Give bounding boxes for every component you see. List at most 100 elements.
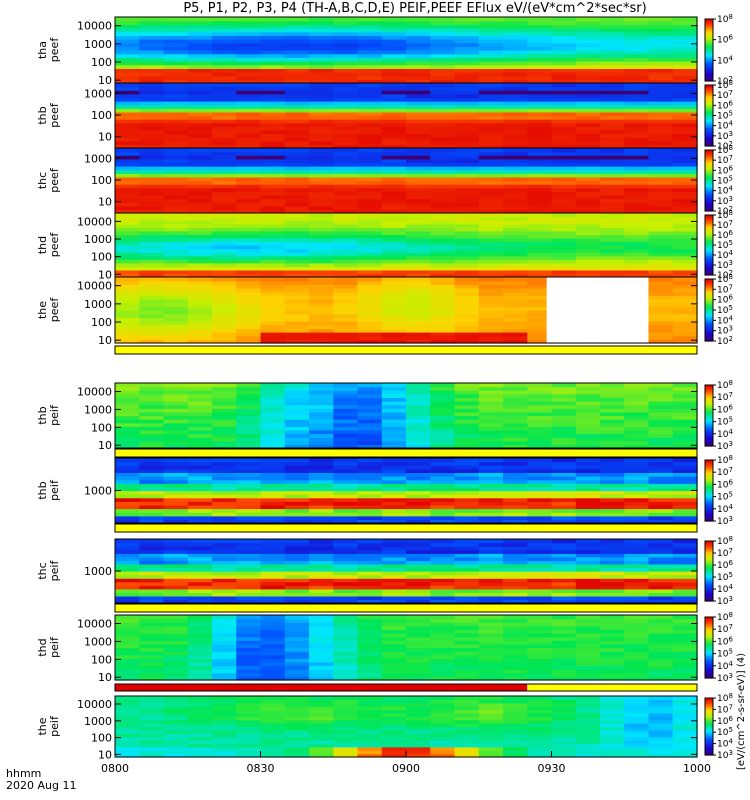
- the-peif-cell: [187, 746, 213, 751]
- the-peif-cell: [381, 743, 407, 748]
- thc-peif-cell: [648, 553, 674, 558]
- thd-peif-ytick-label: 10: [98, 671, 112, 684]
- thb-peef-cell: [648, 83, 674, 88]
- thb-peef-cell: [672, 122, 698, 127]
- thc-peif-cell: [163, 542, 189, 547]
- thb-peef-cell: [357, 119, 383, 124]
- thb-peif-2-cell: [430, 494, 456, 499]
- thb-peef-cell: [600, 104, 625, 109]
- tha-peef-cell: [381, 72, 407, 77]
- thc-peef-cell: [357, 205, 383, 210]
- the-peif-cell: [284, 712, 310, 717]
- thd-peef-cell: [309, 227, 334, 232]
- tha-peef-cell: [357, 72, 383, 77]
- the-peif-cell: [309, 702, 334, 707]
- thd-peef-cell: [672, 237, 698, 243]
- thc-peef-cell: [357, 198, 383, 203]
- thb-peif-2-cell: [163, 515, 189, 520]
- thb-peif-cell: [187, 419, 213, 424]
- tha-peef-cell: [478, 39, 504, 44]
- tha-peef-cell: [333, 42, 359, 47]
- the-peif-cell: [454, 716, 480, 721]
- thc-peef-cell: [333, 180, 359, 185]
- thb-peef-colorbar-cell: [705, 101, 713, 104]
- thb-peef-cell: [624, 90, 650, 95]
- thd-peef-cell: [648, 262, 674, 267]
- the-peef-cell: [212, 295, 237, 300]
- thd-peif-cell: [260, 629, 286, 634]
- thb-peif-2-cell: [454, 519, 480, 524]
- thc-peef-cell: [381, 205, 407, 210]
- thd-peif-cell: [236, 633, 262, 638]
- thd-peef-cell: [333, 241, 359, 246]
- thc-peif-cell: [381, 539, 407, 544]
- thb-peef-cell: [430, 111, 456, 117]
- thb-peif-2-cell: [357, 468, 383, 473]
- the-peef-cell: [672, 302, 698, 307]
- thd-peif-cell: [478, 654, 504, 659]
- thd-peef-cell: [284, 237, 310, 243]
- the-peif-cell: [648, 753, 674, 758]
- thc-peif-cell: [333, 539, 359, 544]
- the-peif-cell: [454, 696, 480, 700]
- tha-peef-cell: [260, 24, 286, 29]
- tha-peef-colorbar-cell: [705, 72, 713, 76]
- thb-peif-cell: [672, 386, 698, 391]
- thb-peif-2-colorbar-cell: [705, 506, 713, 510]
- thb-peef-cell: [406, 119, 431, 124]
- the-peef-cell: [503, 284, 528, 289]
- thb-peif-colorbar-tick-label: 108: [717, 379, 733, 391]
- thd-peef-cell: [406, 216, 431, 221]
- thb-peif-2-cell: [333, 479, 359, 484]
- the-peef-cell: [478, 284, 504, 289]
- the-peef-cell: [527, 295, 553, 300]
- thb-peif-2-cell: [454, 483, 480, 488]
- thb-peef-cell: [454, 119, 480, 124]
- thb-peef-cell: [430, 140, 456, 145]
- thd-peif-cell: [357, 658, 383, 663]
- thb-peef-cell: [381, 133, 407, 138]
- thb-peif-cell: [187, 390, 213, 395]
- x-tick-label: 0830: [247, 762, 275, 775]
- thd-peef-cell: [163, 262, 189, 267]
- tha-peef-cell: [139, 17, 165, 22]
- thb-peif-2-cell: [478, 519, 504, 524]
- thb-peif-cell: [333, 404, 359, 409]
- thc-peif-cell: [139, 592, 165, 597]
- thb-peif-2-cell: [503, 479, 528, 484]
- thc-peif-cell: [527, 585, 553, 590]
- the-peef-cell: [454, 310, 480, 315]
- thd-peef-cell: [260, 248, 286, 253]
- thb-peif-2-cell: [648, 508, 674, 513]
- thd-peef-cell: [624, 259, 650, 264]
- thd-peif-colorbar-cell: [705, 651, 713, 655]
- thb-peif-2-cell: [503, 476, 528, 481]
- thb-peif-2-cell: [187, 504, 213, 510]
- the-peif-ytick-label: 10: [98, 748, 112, 761]
- thc-peif-colorbar-cell: [705, 565, 713, 568]
- the-peef-cell: [163, 299, 189, 304]
- thb-peif-cell: [527, 433, 553, 438]
- thc-peef-cell: [624, 173, 650, 178]
- the-peif-cell: [309, 736, 334, 741]
- thd-peef-cell: [381, 237, 407, 243]
- the-peif-cell: [551, 696, 577, 700]
- tha-peef-cell: [115, 61, 140, 66]
- thd-peif-cell: [648, 676, 674, 681]
- thd-peef-cell: [163, 259, 189, 264]
- thd-peef-cell: [309, 216, 334, 221]
- the-peif-cell: [672, 753, 698, 758]
- thd-peif-cell: [333, 669, 359, 674]
- thd-peif-cell: [527, 669, 553, 674]
- the-peif-cell: [381, 740, 407, 745]
- thb-peif-2-cell: [648, 476, 674, 481]
- thc-peif-cell: [260, 574, 286, 579]
- thc-peif-cell: [357, 546, 383, 551]
- thc-peef-cell: [406, 155, 431, 160]
- thb-peef-cell: [478, 86, 504, 91]
- the-peif-cell: [624, 736, 650, 741]
- thb-peif-cell: [139, 397, 165, 402]
- thd-peif-cell: [600, 669, 625, 674]
- thc-peif-cell: [527, 571, 553, 576]
- thd-peif-cell: [503, 661, 528, 667]
